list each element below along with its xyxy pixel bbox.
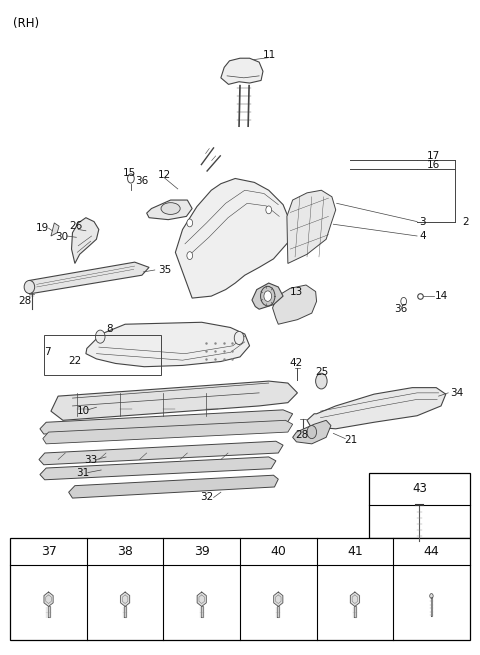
Polygon shape	[431, 597, 432, 616]
Text: 17: 17	[427, 151, 440, 161]
Text: 22: 22	[68, 356, 82, 367]
Polygon shape	[39, 441, 283, 465]
Text: 42: 42	[290, 358, 303, 369]
Polygon shape	[175, 178, 293, 298]
Text: 21: 21	[345, 435, 358, 445]
Polygon shape	[287, 190, 336, 263]
Text: 37: 37	[41, 545, 57, 558]
Polygon shape	[277, 607, 279, 617]
Circle shape	[430, 593, 433, 598]
Polygon shape	[273, 285, 317, 324]
Polygon shape	[44, 592, 53, 607]
Text: 30: 30	[55, 233, 69, 242]
Text: 28: 28	[18, 296, 31, 307]
Polygon shape	[43, 421, 293, 444]
Bar	[44, 335, 161, 375]
Text: 34: 34	[451, 388, 464, 398]
Polygon shape	[197, 592, 206, 607]
Polygon shape	[120, 592, 130, 607]
Polygon shape	[25, 262, 149, 293]
Text: 3: 3	[420, 217, 426, 227]
Polygon shape	[274, 592, 283, 607]
Circle shape	[187, 219, 192, 227]
Polygon shape	[72, 217, 99, 263]
Text: 10: 10	[76, 406, 90, 416]
Text: 12: 12	[158, 170, 171, 180]
Text: 2: 2	[463, 217, 469, 227]
Bar	[369, 473, 470, 538]
Polygon shape	[51, 223, 59, 236]
Text: 38: 38	[117, 545, 133, 558]
Ellipse shape	[161, 202, 180, 214]
Polygon shape	[252, 283, 283, 309]
Circle shape	[96, 330, 105, 343]
Polygon shape	[201, 607, 203, 617]
Text: 40: 40	[270, 545, 286, 558]
Polygon shape	[147, 200, 192, 219]
Bar	[10, 538, 470, 640]
Polygon shape	[350, 592, 360, 607]
Text: 26: 26	[70, 221, 83, 231]
Text: 36: 36	[135, 176, 148, 186]
Polygon shape	[221, 58, 263, 84]
Text: 15: 15	[122, 168, 135, 178]
Text: 11: 11	[263, 50, 276, 60]
Text: 25: 25	[316, 367, 329, 377]
Text: 13: 13	[290, 286, 303, 297]
Circle shape	[187, 252, 192, 259]
Text: 14: 14	[435, 291, 448, 301]
Circle shape	[261, 286, 275, 306]
Text: 16: 16	[427, 160, 440, 170]
Text: (RH): (RH)	[12, 17, 39, 30]
Circle shape	[234, 331, 244, 345]
Text: 41: 41	[347, 545, 363, 558]
Text: 33: 33	[84, 455, 97, 464]
Text: 35: 35	[158, 265, 171, 275]
Polygon shape	[40, 457, 276, 480]
Text: 4: 4	[420, 231, 426, 241]
Polygon shape	[69, 476, 278, 498]
Text: 43: 43	[412, 483, 427, 495]
Text: 28: 28	[296, 430, 309, 440]
Text: 39: 39	[194, 545, 210, 558]
Circle shape	[128, 174, 134, 183]
Circle shape	[266, 206, 272, 214]
Polygon shape	[86, 322, 250, 367]
Text: 32: 32	[200, 493, 213, 502]
Polygon shape	[124, 607, 126, 617]
Polygon shape	[307, 388, 446, 429]
Text: 36: 36	[394, 304, 407, 314]
Circle shape	[401, 297, 407, 305]
Text: 8: 8	[107, 324, 113, 335]
Polygon shape	[51, 381, 298, 421]
Circle shape	[264, 291, 272, 301]
Polygon shape	[354, 607, 356, 617]
Polygon shape	[48, 607, 49, 617]
Text: 7: 7	[44, 347, 51, 358]
Text: 44: 44	[423, 545, 439, 558]
Polygon shape	[40, 410, 293, 434]
Text: 19: 19	[36, 223, 49, 233]
Polygon shape	[293, 421, 331, 444]
Text: 31: 31	[76, 468, 90, 478]
Ellipse shape	[24, 280, 35, 293]
Circle shape	[307, 426, 317, 439]
Circle shape	[316, 373, 327, 389]
